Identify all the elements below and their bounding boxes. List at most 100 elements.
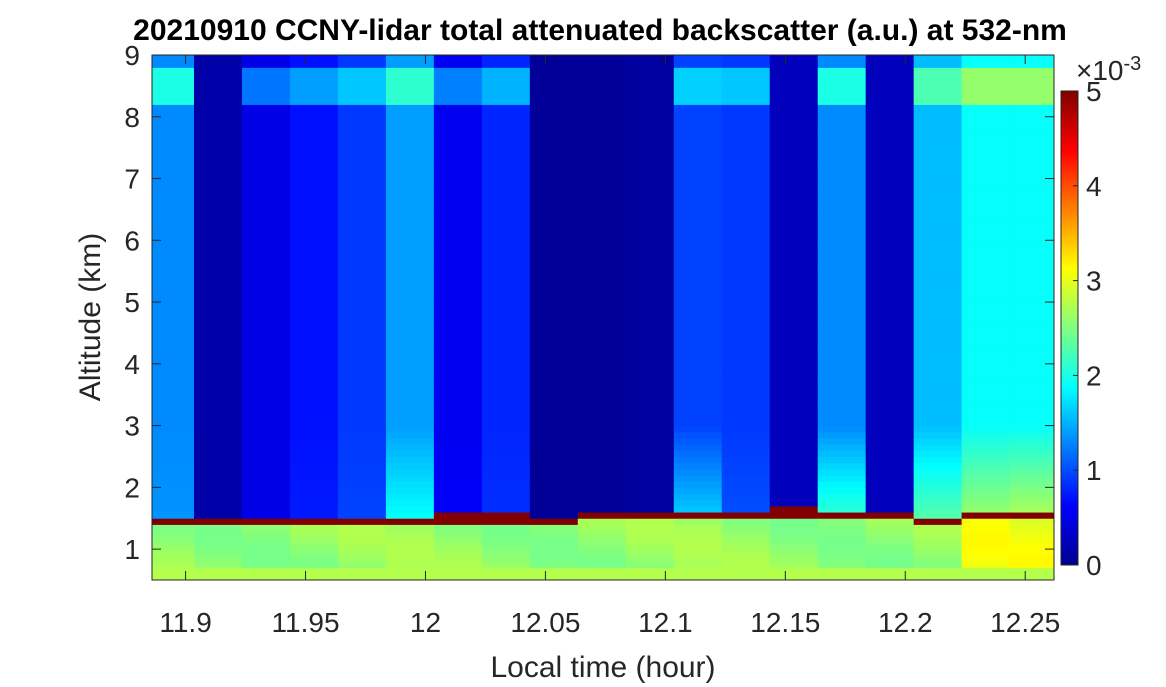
heatmap-cell (817, 302, 867, 309)
heatmap-cell (337, 493, 387, 501)
heatmap-cell (673, 339, 723, 346)
heatmap-cell (152, 332, 195, 340)
heatmap-cell (241, 425, 291, 433)
heatmap-cell (913, 388, 963, 396)
heatmap-cell (193, 573, 243, 580)
heatmap-cell (385, 258, 435, 266)
heatmap-cell (1009, 252, 1054, 260)
heatmap-cell (385, 141, 435, 149)
chart-title: 20210910 CCNY-lidar total attenuated bac… (133, 14, 1067, 47)
heatmap-cell (385, 493, 435, 501)
heatmap-cell (913, 413, 963, 420)
heatmap-cell (721, 351, 771, 359)
heatmap-cell (481, 104, 531, 112)
heatmap-cell (337, 240, 387, 247)
heatmap-cell (529, 61, 579, 68)
heatmap-cell (865, 308, 915, 315)
heatmap-cell (721, 437, 771, 445)
heatmap-cell (721, 444, 771, 451)
heatmap-cell (913, 122, 963, 130)
heatmap-cell (961, 413, 1011, 420)
heatmap-cell (913, 98, 963, 105)
heatmap-cell (241, 376, 291, 383)
heatmap-cell (1009, 524, 1054, 532)
heatmap-cell (385, 197, 435, 204)
y-tick-label: 9 (124, 40, 140, 71)
heatmap-cell (289, 549, 339, 556)
heatmap-cell (289, 512, 339, 519)
heatmap-cell (769, 73, 819, 81)
heatmap-cell (152, 407, 195, 414)
heatmap-cell (289, 227, 339, 235)
heatmap-cell (152, 116, 195, 124)
heatmap-cell (385, 419, 435, 427)
heatmap-cell (961, 135, 1011, 142)
heatmap-cell (385, 79, 435, 87)
heatmap-cell (817, 431, 867, 439)
heatmap-cell (577, 153, 627, 161)
heatmap-cell (241, 345, 291, 352)
heatmap-cell (152, 450, 195, 457)
heatmap-cell (865, 524, 915, 532)
heatmap-cell (769, 351, 819, 359)
heatmap-cell (817, 363, 867, 371)
heatmap-cell (152, 394, 195, 402)
heatmap-cell (193, 493, 243, 501)
heatmap-cell (1009, 110, 1054, 118)
heatmap-cell (961, 357, 1011, 365)
heatmap-cell (152, 351, 195, 359)
heatmap-cell (913, 73, 963, 81)
heatmap-cell (769, 61, 819, 68)
heatmap-cell (337, 370, 387, 377)
heatmap-cell (625, 561, 675, 569)
heatmap-cell (152, 178, 195, 186)
heatmap-cell (385, 98, 435, 105)
heatmap-cell (577, 110, 627, 118)
heatmap-cell (673, 363, 723, 371)
heatmap-cell (337, 160, 387, 167)
heatmap-cell (769, 283, 819, 291)
heatmap-cell (913, 339, 963, 346)
heatmap-cell (385, 351, 435, 359)
heatmap-cell (337, 190, 387, 198)
heatmap-cell (241, 67, 291, 75)
heatmap-cell (193, 166, 243, 173)
heatmap-cell (721, 456, 771, 464)
heatmap-cell (481, 388, 531, 396)
heatmap-cell (1009, 197, 1054, 204)
heatmap-cell (289, 481, 339, 488)
heatmap-cell (625, 320, 675, 328)
heatmap-cell (481, 407, 531, 414)
colorbar-tick-label: 0 (1086, 550, 1102, 581)
heatmap-cell (721, 462, 771, 470)
heatmap-cell (289, 462, 339, 470)
heatmap-cell (769, 67, 819, 75)
heatmap-cell (529, 190, 579, 198)
heatmap-cell (673, 536, 723, 544)
heatmap-cell (769, 462, 819, 470)
heatmap-cell (337, 79, 387, 87)
heatmap-cell (961, 166, 1011, 173)
heatmap-cell (289, 555, 339, 562)
heatmap-cell (817, 524, 867, 532)
heatmap-cell (193, 190, 243, 198)
heatmap-cell (625, 184, 675, 192)
heatmap-cell (577, 326, 627, 334)
heatmap-cell (577, 462, 627, 470)
heatmap-cell (625, 135, 675, 142)
heatmap-cell (769, 240, 819, 247)
heatmap-cell (152, 475, 195, 482)
heatmap-cell (289, 573, 339, 580)
heatmap-cell (1009, 326, 1054, 334)
heatmap-cell (673, 561, 723, 569)
heatmap-cell (433, 178, 483, 186)
heatmap-cell (385, 160, 435, 167)
heatmap-cell (193, 536, 243, 544)
heatmap-cell (961, 400, 1011, 408)
heatmap-cell (289, 277, 339, 285)
heatmap-cell (337, 555, 387, 562)
heatmap-cell (913, 209, 963, 217)
heatmap-cell (577, 295, 627, 303)
colorbar-tick-label: 5 (1086, 76, 1102, 107)
heatmap-cell (481, 92, 531, 99)
